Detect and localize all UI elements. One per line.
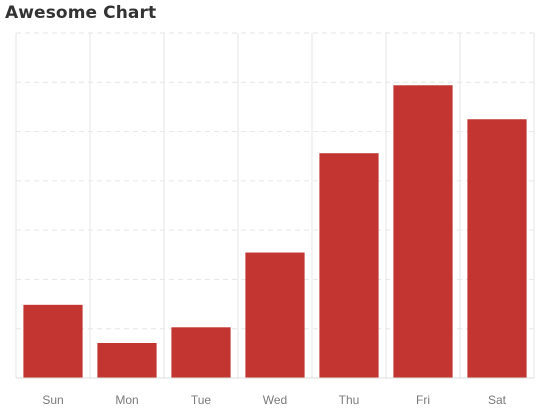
bar-tue [171, 327, 231, 378]
bar-wed [245, 252, 305, 378]
bar-fri [393, 85, 453, 378]
x-tick-label: Sat [488, 393, 507, 407]
bars-layer [23, 85, 527, 378]
bar-sat [467, 119, 527, 378]
bar-mon [97, 342, 157, 378]
x-tick-label: Wed [263, 393, 287, 407]
x-tick-label: Sun [42, 393, 63, 407]
grid-layer [15, 32, 535, 378]
x-tick-label: Mon [115, 393, 138, 407]
x-tick-label: Fri [416, 393, 430, 407]
x-tick-label: Tue [191, 393, 212, 407]
chart-title: Awesome Chart [5, 3, 157, 23]
x-tick-labels: Sun Mon Tue Wed Thu Fri Sat [42, 393, 506, 407]
x-tick-label: Thu [339, 393, 360, 407]
bar-sun [23, 304, 83, 378]
bar-thu [319, 153, 379, 378]
